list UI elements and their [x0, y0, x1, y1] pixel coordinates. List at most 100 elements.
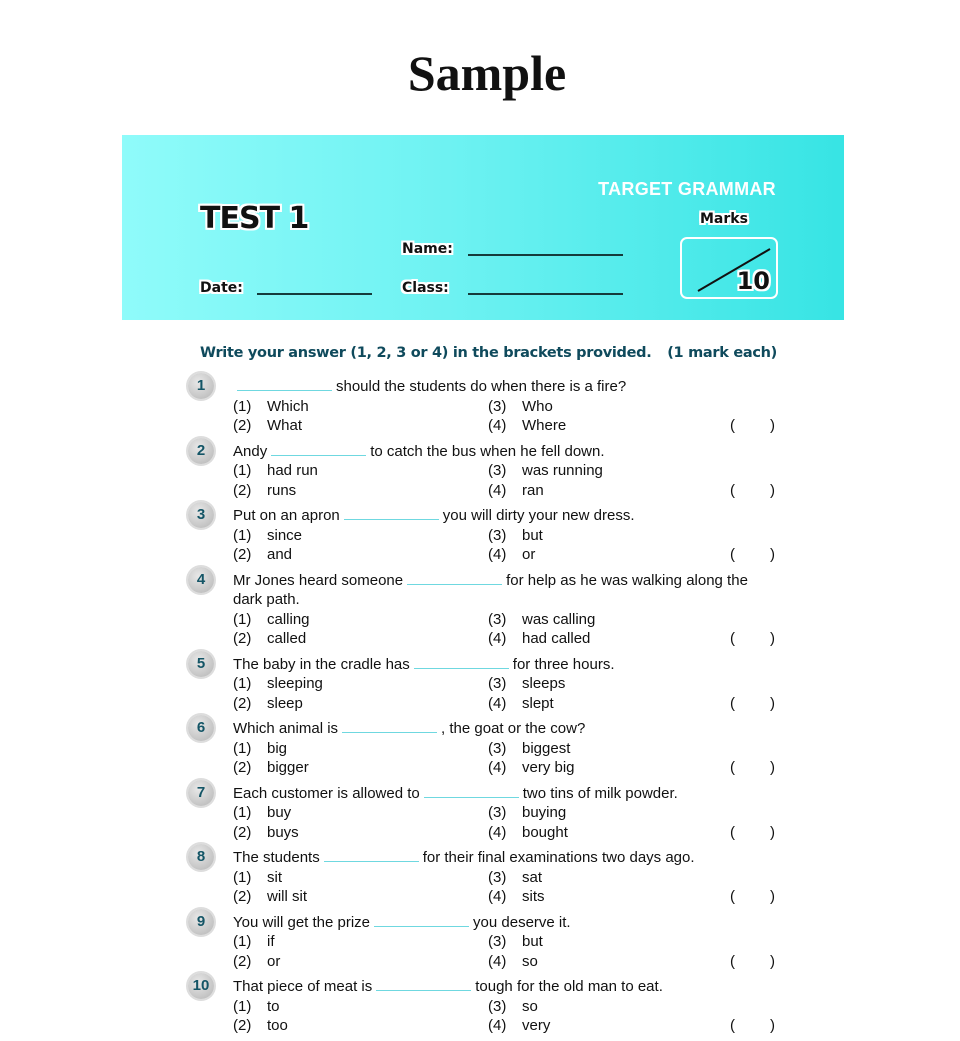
answer-bracket[interactable]: (): [730, 1016, 775, 1036]
option-number: (2): [233, 417, 252, 434]
question-stem: Which animal is , the goat or the cow?: [233, 718, 778, 739]
option-3: (3) Who: [488, 397, 553, 417]
option-text: called: [267, 630, 307, 647]
option-text: sits: [522, 888, 545, 905]
question-item: 7 Each customer is allowed to two tins of…: [185, 779, 785, 843]
option-text: or: [522, 546, 536, 563]
question-item: 2 Andy to catch the bus when he fell down…: [185, 437, 785, 501]
option-2: (2) too: [233, 1016, 288, 1036]
option-text: or: [267, 952, 281, 970]
answer-bracket[interactable]: (): [730, 887, 775, 907]
test-title: TEST 1: [200, 201, 309, 236]
answer-blank: [237, 376, 332, 391]
stem-before: The baby in the cradle has: [233, 655, 410, 673]
option-4: (4) bought: [488, 823, 568, 843]
option-text: Where: [522, 417, 567, 434]
stem-after: for three hours.: [512, 655, 615, 673]
answer-bracket[interactable]: (): [730, 481, 775, 501]
answer-blank: [271, 441, 367, 456]
options: (1) to (2) too (3) so (4) very (): [233, 997, 785, 1036]
answer-bracket[interactable]: (): [730, 629, 775, 649]
option-number: (2): [233, 481, 252, 499]
option-text: buying: [522, 804, 567, 821]
option-2: (2) What: [233, 416, 302, 436]
stem-after: to catch the bus when he fell down.: [370, 442, 605, 460]
stem-after: should the students do when there is a f…: [336, 378, 627, 395]
marks-total: 10: [736, 267, 770, 295]
question-number-badge: 4: [188, 566, 214, 593]
stem-after: tough for the old man to eat.: [475, 978, 663, 995]
option-number: (4): [488, 952, 507, 970]
option-2: (2) buys: [233, 823, 299, 843]
stem-before: The students: [233, 849, 320, 866]
option-text: so: [522, 997, 538, 1015]
stem-after: you deserve it.: [473, 913, 571, 931]
question-number-badge: 2: [188, 437, 214, 464]
option-number: (3): [488, 933, 507, 950]
option-number: (2): [233, 759, 252, 776]
option-2: (2) sleep: [233, 694, 303, 714]
option-3: (3) but: [488, 932, 543, 952]
options: (1) big (2) bigger (3) biggest (4) very big (): [233, 739, 785, 778]
question-stem: Put on an apron you will dirty your new d…: [233, 505, 778, 526]
class-field[interactable]: [468, 293, 623, 295]
question-number-badge: 1: [188, 373, 214, 399]
bracket-open: (: [730, 952, 735, 970]
bracket-open: (: [730, 694, 735, 712]
question-item: 5 The baby in the cradle has for three ho…: [185, 650, 785, 714]
option-3: (3) sat: [488, 868, 542, 888]
question-stem: should the students do when there is a f…: [233, 376, 778, 397]
option-number: (1): [233, 997, 252, 1015]
option-4: (4) very: [488, 1016, 550, 1036]
option-1: (1) if: [233, 932, 275, 952]
bracket-close: ): [770, 952, 775, 970]
bracket-close: ): [770, 823, 775, 841]
option-number: (4): [488, 694, 507, 712]
option-text: will sit: [267, 888, 307, 905]
marks-label: Marks: [700, 211, 748, 227]
option-3: (3) but: [488, 526, 543, 546]
bracket-close: ): [770, 1017, 775, 1034]
bracket-open: (: [730, 630, 735, 647]
date-field[interactable]: [257, 293, 372, 295]
instructions: Write your answer (1, 2, 3 or 4) in the …: [200, 345, 777, 361]
question-number-badge: 8: [188, 844, 214, 870]
option-number: (2): [233, 546, 252, 563]
test-header-banner: TARGET GRAMMAR TEST 1 Name: Date: Class:…: [122, 135, 844, 320]
answer-bracket[interactable]: (): [730, 758, 775, 778]
option-number: (3): [488, 739, 507, 757]
option-text: was calling: [522, 610, 596, 628]
answer-blank: [343, 505, 439, 520]
option-number: (1): [233, 804, 252, 821]
question-stem: That piece of meat is tough for the old m…: [233, 976, 778, 997]
option-text: sleeping: [267, 675, 323, 692]
name-field[interactable]: [468, 254, 623, 256]
option-number: (2): [233, 1017, 252, 1034]
option-text: had called: [522, 630, 591, 647]
answer-bracket[interactable]: (): [730, 823, 775, 843]
option-text: so: [522, 952, 538, 970]
stem-before: Andy: [233, 442, 268, 460]
option-number: (1): [233, 610, 252, 628]
bracket-open: (: [730, 481, 735, 499]
option-2: (2) will sit: [233, 887, 307, 907]
option-3: (3) was running: [488, 461, 603, 481]
question-item: 6 Which animal is, the goat or the cow? …: [185, 715, 785, 778]
question-list: 1 should the students do when there is a…: [185, 373, 785, 1041]
answer-bracket[interactable]: (): [730, 952, 775, 972]
option-text: runs: [267, 481, 297, 499]
answer-bracket[interactable]: (): [730, 416, 775, 436]
option-text: sat: [522, 868, 543, 886]
option-text: sleep: [267, 694, 303, 712]
option-1: (1) since: [233, 526, 302, 546]
option-1: (1) big: [233, 739, 287, 759]
stem-before: Put on an apron: [233, 507, 340, 524]
option-text: Who: [522, 397, 553, 415]
answer-blank: [407, 570, 503, 585]
option-1: (1) Which: [233, 397, 309, 417]
question-item: 1 should the students do when there is a…: [185, 373, 785, 436]
option-text: buy: [267, 804, 292, 821]
answer-bracket[interactable]: (): [730, 545, 775, 565]
answer-blank: [413, 654, 509, 669]
answer-bracket[interactable]: (): [730, 694, 775, 714]
